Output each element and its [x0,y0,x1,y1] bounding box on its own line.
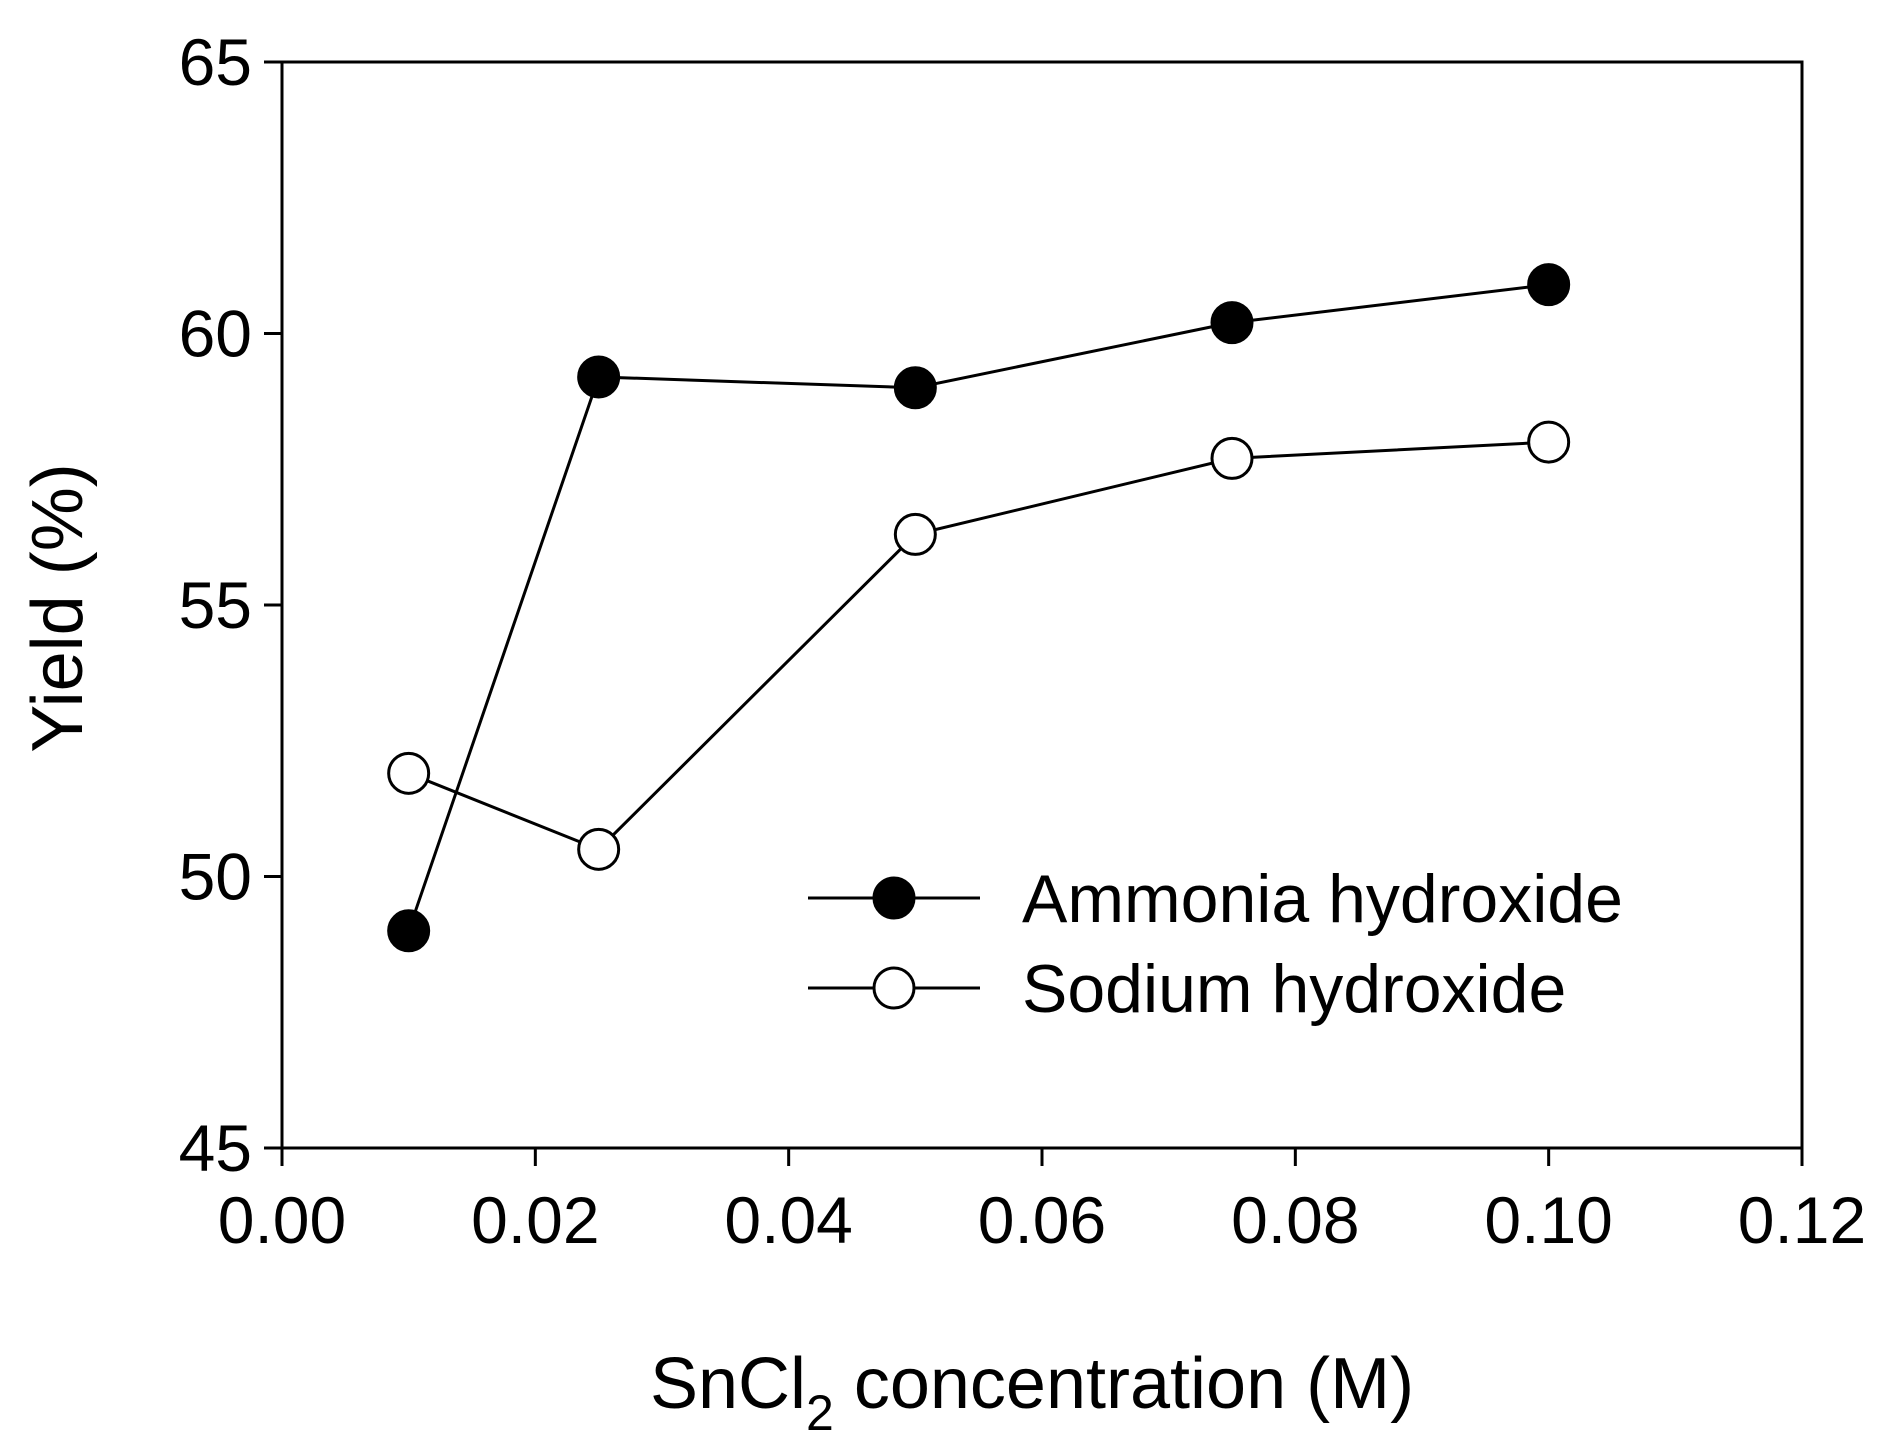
x-tick-label: 0.00 [218,1183,346,1257]
data-point-sodium-hydroxide [893,512,937,556]
x-tick-label: 0.06 [978,1183,1106,1257]
data-point-sodium-hydroxide [387,751,431,795]
data-point-ammonia-hydroxide [1210,301,1254,345]
data-point-sodium-hydroxide [1210,436,1254,480]
legend-label-sodium-hydroxide: Sodium hydroxide [1022,951,1566,1027]
x-tick-label: 0.10 [1484,1183,1612,1257]
x-axis-label: SnCl2 concentration (M) [650,1344,1414,1440]
data-point-sodium-hydroxide [577,827,621,871]
data-point-ammonia-hydroxide [893,366,937,410]
data-point-ammonia-hydroxide [1527,263,1571,307]
y-tick-label: 60 [179,297,252,371]
series-layer [387,263,1571,953]
legend-label-ammonia-hydroxide: Ammonia hydroxide [1022,861,1623,937]
y-tick-label: 65 [179,25,252,99]
y-tick-label: 45 [179,1111,252,1185]
x-tick-label: 0.04 [724,1183,852,1257]
legend-marker-ammonia-hydroxide [872,876,916,920]
y-axis-label: Yield (%) [18,463,98,752]
x-tick-label: 0.08 [1231,1183,1359,1257]
series-line-sodium-hydroxide [408,440,1549,852]
axes: 0.00 0.02 0.04 0.06 0.08 0.10 0.12 45 50 55 60 65 [179,25,1867,1257]
data-point-ammonia-hydroxide [577,355,621,399]
y-tick-label: 50 [179,840,252,914]
legend-marker-sodium-hydroxide [872,966,916,1010]
legend: Ammonia hydroxide Sodium hydroxide [808,861,1623,1027]
y-tick-label: 55 [179,568,252,642]
data-point-sodium-hydroxide [1527,420,1571,464]
x-tick-label: 0.02 [471,1183,599,1257]
x-tick-label: 0.12 [1738,1183,1866,1257]
data-point-ammonia-hydroxide [387,909,431,953]
